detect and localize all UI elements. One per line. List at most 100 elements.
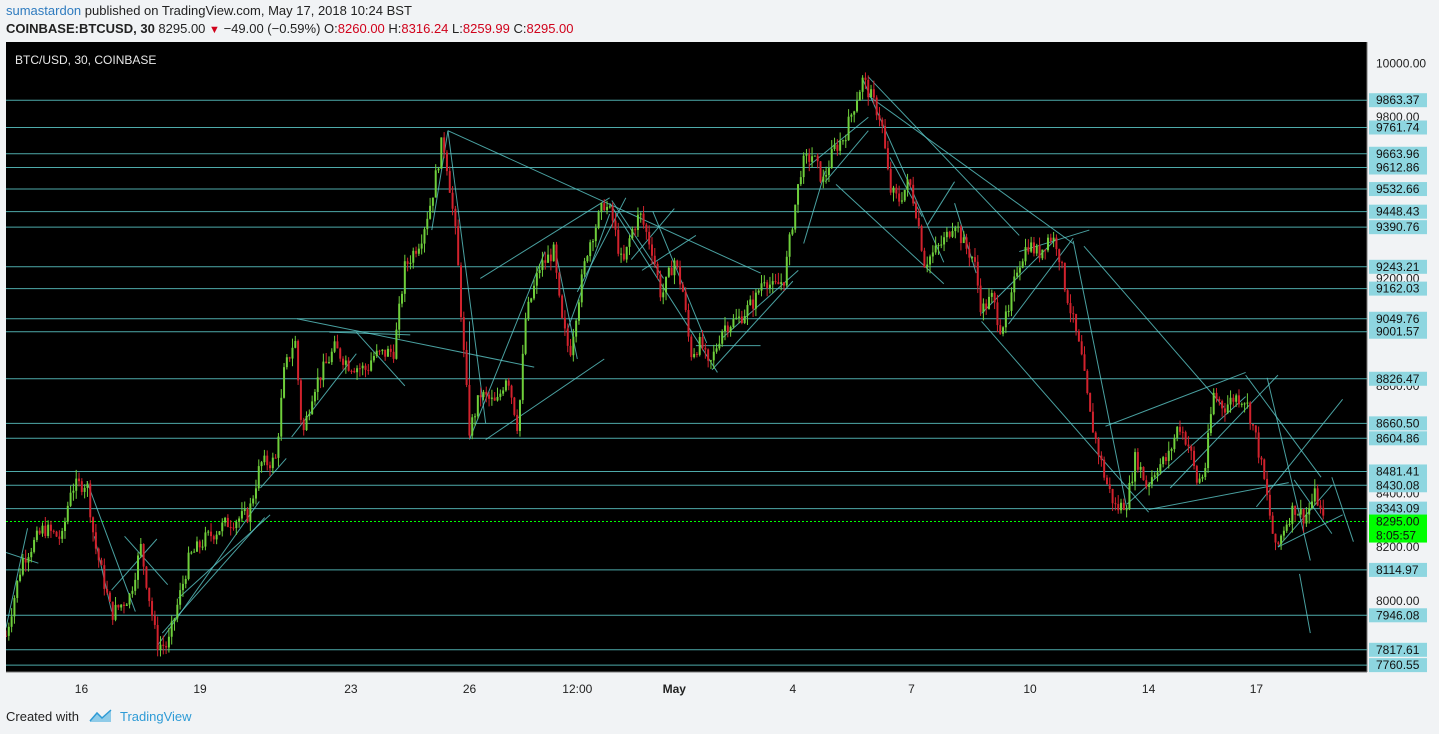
candle-body bbox=[830, 149, 833, 169]
candle-body bbox=[1237, 395, 1240, 405]
candle-body bbox=[490, 397, 493, 399]
candle-body bbox=[785, 256, 788, 286]
candle-body bbox=[128, 593, 131, 605]
tradingview-link[interactable]: TradingView bbox=[120, 709, 192, 724]
footer: Created with TradingView bbox=[6, 709, 192, 726]
trend-line bbox=[630, 208, 675, 260]
candle-body bbox=[614, 220, 617, 230]
candle-body bbox=[356, 368, 359, 373]
candle-body bbox=[929, 256, 932, 265]
candle-body bbox=[299, 380, 302, 420]
level-label: 8660.50 bbox=[1376, 416, 1420, 430]
candle-body bbox=[117, 604, 120, 608]
candle-body bbox=[83, 487, 86, 492]
candle-body bbox=[1131, 481, 1134, 483]
candle-body bbox=[788, 234, 791, 257]
trend-line bbox=[711, 280, 794, 371]
candle-body bbox=[1282, 530, 1285, 536]
candle-body bbox=[617, 229, 620, 254]
level-label: 9162.03 bbox=[1376, 282, 1420, 296]
candle-body bbox=[836, 144, 839, 151]
candle-body bbox=[7, 626, 10, 636]
candle-body bbox=[1215, 392, 1218, 399]
candle-body bbox=[429, 205, 432, 219]
candle-body bbox=[181, 583, 184, 591]
candle-body bbox=[1277, 542, 1280, 544]
candle-body bbox=[982, 303, 985, 313]
candle-body bbox=[889, 169, 892, 193]
candle-body bbox=[1209, 414, 1212, 434]
trend-line bbox=[124, 535, 169, 586]
candle-body bbox=[52, 530, 55, 532]
candle-body bbox=[431, 197, 434, 206]
time-tick-label: 10 bbox=[1023, 682, 1037, 696]
candle-body bbox=[187, 552, 190, 579]
candle-body bbox=[226, 517, 229, 528]
trend-line bbox=[480, 197, 610, 279]
candle-body bbox=[724, 325, 727, 332]
candle-body bbox=[662, 292, 665, 298]
candle-body bbox=[1016, 272, 1019, 277]
candle-body bbox=[330, 351, 333, 363]
candle-body bbox=[569, 345, 572, 356]
trend-line bbox=[1277, 484, 1333, 548]
candle-body bbox=[184, 578, 187, 584]
candle-body bbox=[392, 351, 395, 359]
level-label-bg bbox=[1369, 324, 1427, 339]
candle-body bbox=[645, 224, 648, 232]
tradingview-logo-icon[interactable] bbox=[89, 709, 113, 726]
candle-body bbox=[47, 524, 50, 536]
candle-body bbox=[971, 257, 974, 259]
candle-body bbox=[552, 244, 555, 262]
candle-body bbox=[167, 636, 170, 648]
candle-body bbox=[1299, 508, 1302, 515]
candle-body bbox=[752, 299, 755, 309]
candle-body bbox=[381, 349, 384, 351]
candle-body bbox=[502, 390, 505, 394]
time-tick-label: 16 bbox=[75, 682, 89, 696]
candle-body bbox=[100, 560, 103, 566]
candle-body bbox=[195, 541, 198, 552]
candle-body bbox=[544, 260, 547, 263]
time-tick-label: 12:00 bbox=[562, 682, 592, 696]
candle-body bbox=[673, 260, 676, 276]
candle-body bbox=[1004, 311, 1007, 328]
candle-body bbox=[805, 154, 808, 156]
trend-line bbox=[824, 130, 869, 183]
candle-body bbox=[957, 226, 960, 228]
candle-body bbox=[1184, 432, 1187, 445]
candle-body bbox=[684, 291, 687, 310]
price-chart[interactable]: 10000.009800.009200.008800.008400.008200… bbox=[6, 42, 1433, 698]
candle-body bbox=[1193, 450, 1196, 467]
candle-body bbox=[763, 282, 766, 284]
candle-body bbox=[648, 231, 651, 245]
candle-body bbox=[44, 525, 47, 536]
candle-body bbox=[27, 557, 30, 563]
time-axis[interactable] bbox=[6, 672, 1433, 698]
author-link[interactable]: sumastardon bbox=[6, 3, 82, 18]
level-label-bg bbox=[1369, 146, 1427, 161]
candle-body bbox=[97, 548, 100, 561]
candle-body bbox=[962, 237, 965, 244]
candle-body bbox=[106, 588, 109, 593]
time-tick-label: 26 bbox=[463, 682, 477, 696]
candle-body bbox=[600, 203, 603, 213]
candle-body bbox=[653, 255, 656, 264]
candle-body bbox=[232, 527, 235, 529]
candle-body bbox=[799, 177, 802, 185]
candle-body bbox=[58, 536, 61, 539]
candle-body bbox=[358, 368, 361, 370]
candle-body bbox=[566, 328, 569, 346]
candle-body bbox=[1063, 262, 1066, 291]
candle-body bbox=[1243, 403, 1246, 405]
candle-body bbox=[1052, 237, 1055, 241]
candle-body bbox=[811, 156, 814, 162]
candle-body bbox=[1120, 502, 1123, 511]
candle-body bbox=[215, 534, 218, 540]
candle-body bbox=[1159, 464, 1162, 473]
candle-body bbox=[999, 325, 1002, 334]
candle-body bbox=[794, 204, 797, 230]
candle-body bbox=[951, 231, 954, 237]
candle-body bbox=[1094, 432, 1097, 439]
price-axis[interactable] bbox=[1367, 42, 1433, 672]
